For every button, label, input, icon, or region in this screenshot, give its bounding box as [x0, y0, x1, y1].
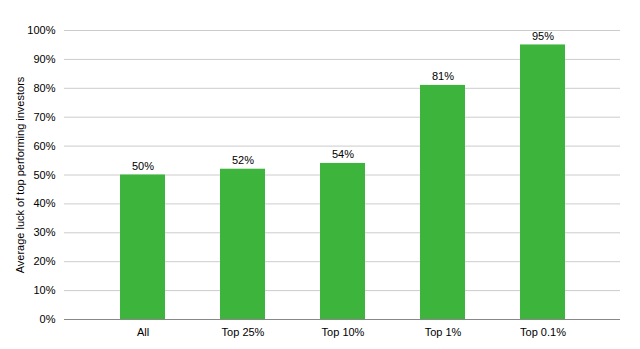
svg-text:80%: 80%	[33, 82, 55, 94]
svg-text:50%: 50%	[132, 160, 154, 172]
svg-text:60%: 60%	[33, 140, 55, 152]
svg-text:54%: 54%	[332, 148, 354, 160]
svg-text:Top 10%: Top 10%	[322, 326, 365, 338]
svg-text:52%: 52%	[232, 154, 254, 166]
svg-text:20%: 20%	[33, 255, 55, 267]
svg-text:95%: 95%	[532, 30, 554, 42]
svg-text:90%: 90%	[33, 53, 55, 65]
svg-text:30%: 30%	[33, 226, 55, 238]
svg-text:100%: 100%	[27, 24, 55, 36]
svg-text:81%: 81%	[432, 70, 454, 82]
svg-text:Top 1%: Top 1%	[425, 326, 462, 338]
svg-text:40%: 40%	[33, 197, 55, 209]
svg-text:Top 25%: Top 25%	[222, 326, 265, 338]
svg-text:Top 0.1%: Top 0.1%	[520, 326, 566, 338]
svg-text:10%: 10%	[33, 284, 55, 296]
svg-text:50%: 50%	[33, 169, 55, 181]
svg-text:0%: 0%	[40, 313, 56, 325]
svg-text:All: All	[137, 326, 149, 338]
svg-text:70%: 70%	[33, 111, 55, 123]
svg-text:Average luck of top performing: Average luck of top performing investors	[14, 76, 26, 273]
